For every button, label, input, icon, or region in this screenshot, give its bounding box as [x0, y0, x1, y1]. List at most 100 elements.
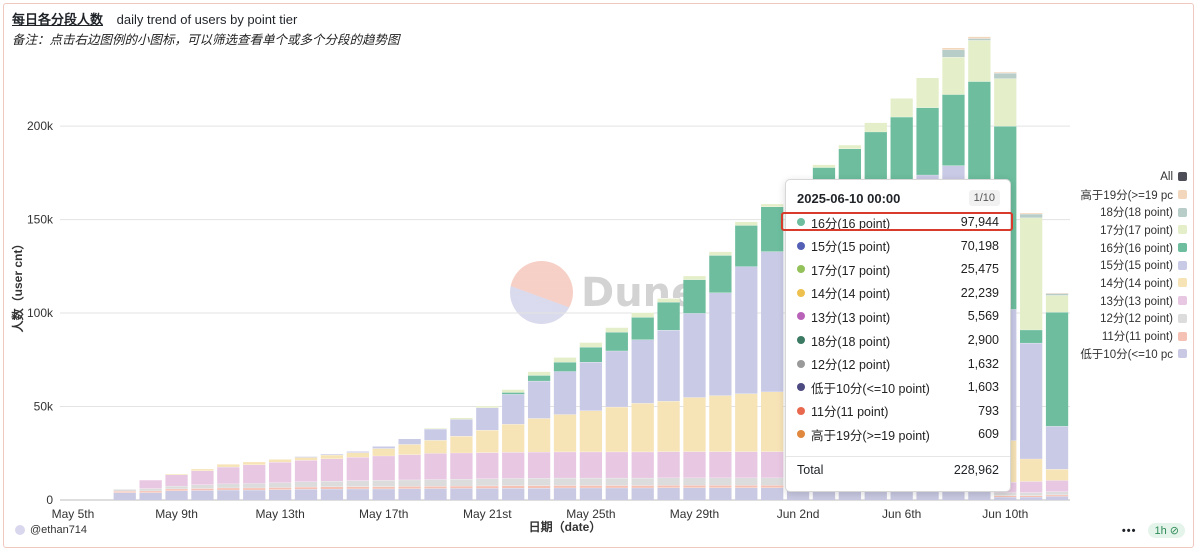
legend-swatch-icon[interactable]	[1178, 172, 1187, 182]
bar-segment	[165, 488, 188, 491]
bar-segment	[527, 488, 551, 500]
x-axis-label: 日期（date）	[529, 519, 602, 534]
bar-segment	[735, 266, 758, 394]
legend-swatch-icon[interactable]	[1178, 278, 1187, 288]
bar-segment	[476, 407, 499, 431]
bar-segment	[709, 487, 732, 500]
refresh-interval-badge[interactable]: 1h ⊘	[1148, 523, 1185, 538]
tooltip-series-value: 609	[978, 427, 999, 442]
bar-segment	[735, 221, 758, 226]
tooltip-series-value: 22,239	[960, 285, 999, 300]
tooltip-series-value: 97,944	[960, 215, 999, 229]
bar-segment	[761, 477, 784, 486]
bar-segment	[631, 477, 654, 486]
bar-segment	[113, 492, 136, 500]
bar-segment	[1020, 217, 1043, 330]
bar-segment	[994, 492, 1017, 496]
tooltip-series-value: 1,603	[967, 380, 999, 395]
tooltip-divider	[786, 456, 1010, 457]
legend-item[interactable]: 13分(13 point)	[1080, 292, 1187, 310]
tooltip-series-value: 1,632	[967, 356, 999, 371]
bar-segment	[1045, 469, 1069, 481]
bar-segment	[320, 486, 344, 489]
legend-item[interactable]: All	[1080, 168, 1187, 186]
legend-item[interactable]: 17分(17 point)	[1080, 221, 1187, 239]
bar-segment	[735, 485, 758, 488]
legend-item-label: 16分(16 point)	[1100, 242, 1173, 255]
legend-item-label: 13分(13 point)	[1100, 295, 1173, 308]
bar-segment	[398, 438, 421, 445]
legend-item[interactable]: 16分(16 point)	[1080, 239, 1187, 257]
tooltip-total-label: Total	[797, 463, 824, 477]
bar-segment	[683, 487, 706, 500]
tooltip-date: 2025-06-10 00:00	[797, 191, 901, 206]
bar-segment	[657, 330, 680, 402]
tooltip-row: 14分(14 point) 22,239	[786, 282, 1010, 304]
chart-title[interactable]: 每日各分段人数	[12, 12, 104, 27]
bar-segment	[476, 430, 499, 453]
bar-segment	[527, 375, 551, 381]
legend-item-label: 高于19分(>=19 pc	[1080, 189, 1173, 202]
bar-segment	[424, 453, 447, 480]
tooltip-row: 17分(17 point) 25,475	[786, 258, 1010, 280]
bar-segment	[864, 122, 887, 132]
legend-item[interactable]: 12分(12 point)	[1080, 310, 1187, 328]
legend-swatch-icon[interactable]	[1178, 225, 1187, 235]
tooltip-row: 高于19分(>=19 point) 609	[786, 423, 1010, 445]
legend-item[interactable]: 15分(15 point)	[1080, 256, 1187, 274]
bar-segment	[320, 481, 344, 487]
bar-segment	[657, 451, 680, 478]
legend-swatch-icon[interactable]	[1178, 190, 1187, 200]
bar-segment	[243, 461, 266, 465]
bar-segment	[890, 116, 913, 181]
tooltip-series-name: 18分(18 point)	[811, 334, 891, 349]
bar-segment	[1020, 495, 1043, 498]
legend-swatch-icon[interactable]	[1178, 331, 1187, 341]
bar-segment	[942, 47, 965, 50]
legend-swatch-icon[interactable]	[1178, 349, 1187, 359]
more-options-icon[interactable]: •••	[1121, 524, 1137, 537]
bar-segment	[424, 479, 447, 487]
y-tick-label: 0	[46, 493, 53, 507]
bar-segment	[502, 394, 525, 425]
bar-segment	[502, 389, 525, 393]
bar-segment	[1020, 497, 1043, 500]
tooltip-series-name: 11分(11 point)	[811, 405, 889, 420]
legend-swatch-icon[interactable]	[1178, 243, 1187, 253]
legend-item[interactable]: 18分(18 point)	[1080, 203, 1187, 221]
bar-segment	[527, 485, 551, 489]
tooltip-series-value: 70,198	[960, 238, 999, 253]
bar-segment	[527, 451, 551, 479]
footer-controls: ••• 1h ⊘	[1122, 523, 1185, 538]
bar-segment	[631, 487, 654, 500]
legend-item[interactable]: 14分(14 point)	[1080, 274, 1187, 292]
chart-note: 备注：点击右边图例的小图标，可以筛选查看单个或多个分段的趋势图	[12, 33, 400, 47]
bar-segment	[1045, 491, 1069, 495]
author-credit[interactable]: @ethan714	[15, 524, 87, 536]
bar-segment	[268, 459, 292, 463]
bar-segment	[450, 419, 473, 437]
legend-item[interactable]: 低于10分(<=10 pc	[1080, 345, 1187, 363]
bar-segment	[605, 406, 628, 452]
legend-swatch-icon[interactable]	[1178, 207, 1187, 217]
bar-segment	[683, 397, 706, 452]
legend-item[interactable]: 11分(11 point)	[1080, 327, 1187, 345]
bar-segment	[942, 94, 965, 166]
y-tick-label: 50k	[34, 400, 54, 414]
bar-segment	[657, 298, 680, 303]
tooltip-series-name: 低于10分(<=10 point)	[811, 381, 930, 396]
legend-item[interactable]: 高于19分(>=19 pc	[1080, 186, 1187, 204]
legend-swatch-icon[interactable]	[1178, 313, 1187, 323]
series-dot-icon	[797, 430, 805, 439]
bar-segment	[450, 479, 473, 486]
bar-segment	[968, 40, 991, 82]
legend-swatch-icon[interactable]	[1178, 296, 1187, 306]
bar-segment	[191, 490, 214, 500]
tooltip-series-name: 12分(12 point)	[811, 358, 891, 373]
bar-segment	[735, 487, 758, 500]
legend-swatch-icon[interactable]	[1178, 260, 1187, 270]
tooltip-series-name: 17分(17 point)	[811, 263, 891, 278]
tooltip-total-value: 228,962	[953, 463, 999, 477]
bar-segment	[605, 451, 628, 478]
